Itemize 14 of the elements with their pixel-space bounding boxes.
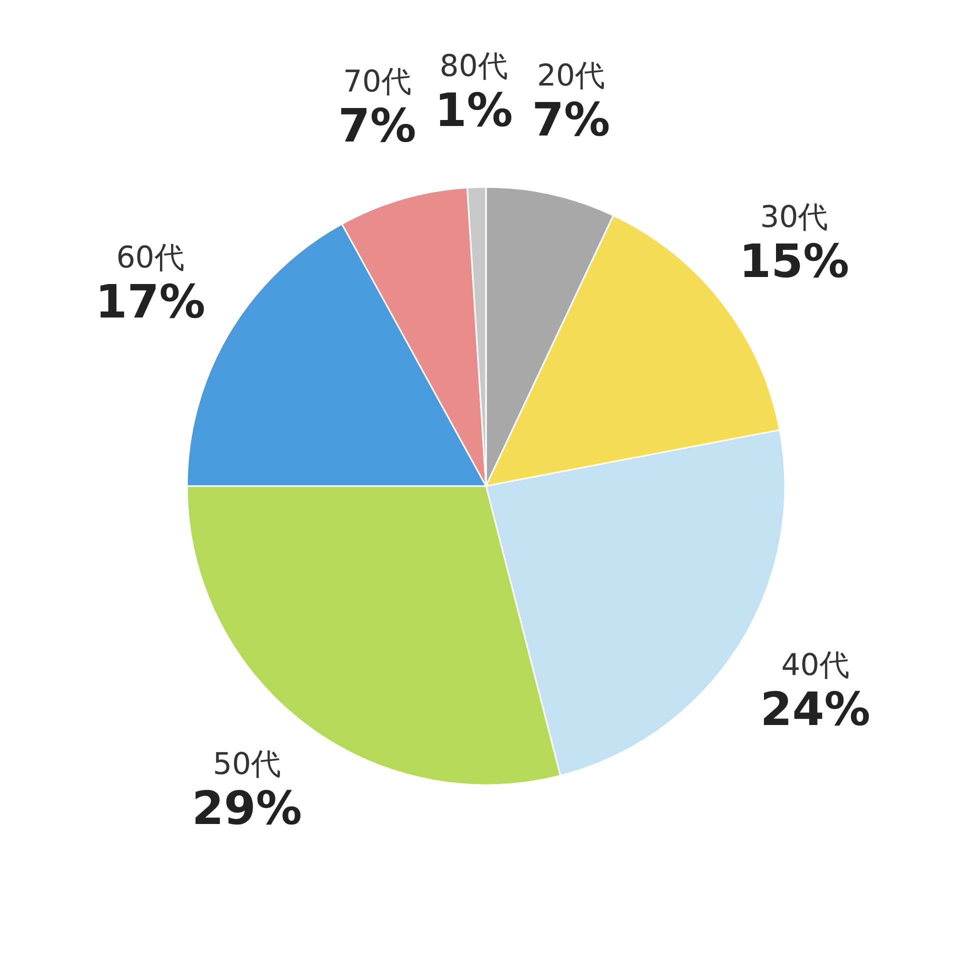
slice-label: 30代	[760, 200, 828, 235]
slice-label: 50代	[212, 747, 282, 782]
data-label: 24%	[760, 682, 870, 736]
slice-label: 70代	[343, 64, 412, 100]
slice-label: 60代	[116, 240, 184, 276]
data-label: 7%	[532, 92, 610, 146]
slice-label: 20代	[536, 58, 606, 94]
data-label: 7%	[338, 98, 416, 152]
data-label: 15%	[739, 234, 850, 288]
slice-label: 80代	[440, 49, 508, 84]
data-label: 29%	[192, 781, 302, 836]
data-label: 1%	[434, 83, 513, 138]
slice-label: 40代	[781, 648, 850, 683]
data-label: 17%	[95, 274, 206, 328]
